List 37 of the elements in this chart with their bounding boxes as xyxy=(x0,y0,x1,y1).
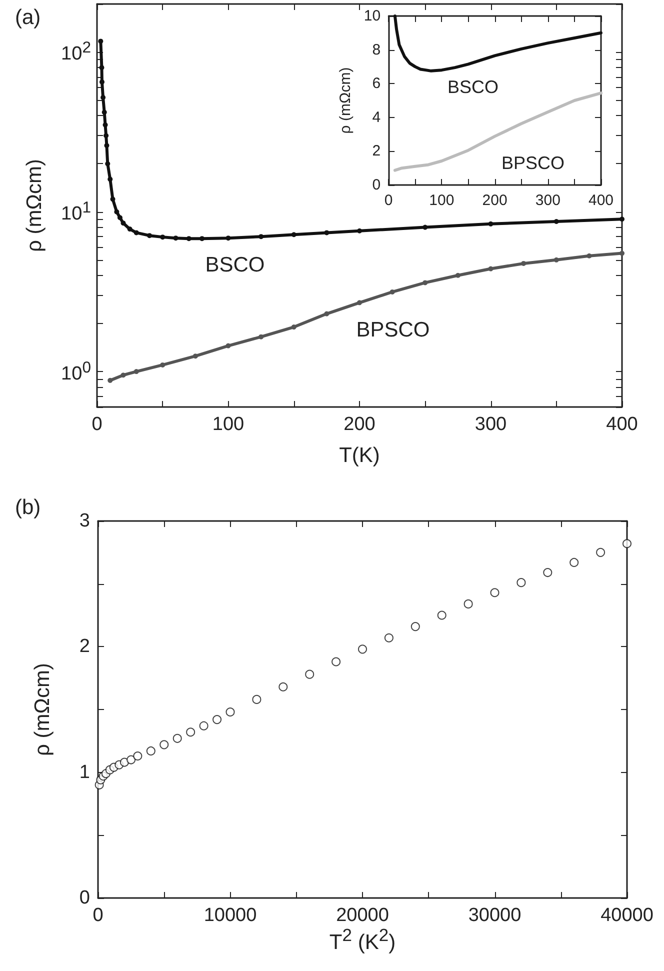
x-axis-title: T$^{2}$ (K$^{2}$) xyxy=(329,925,396,954)
y-tick-label: 6 xyxy=(372,75,381,92)
y-tick-label: 1 xyxy=(79,762,90,783)
x-tick-label: 40000 xyxy=(600,905,654,926)
y-axis-title: ρ (mΩcm) xyxy=(31,663,54,756)
y-tick-label: 2 xyxy=(79,636,90,658)
x-tick-label: 400 xyxy=(606,414,638,435)
x-tick-label: 300 xyxy=(474,414,507,435)
series-label: BSCO xyxy=(447,77,499,97)
y-tick-label: 0 xyxy=(79,888,90,908)
x-tick-label: 100 xyxy=(429,192,454,209)
series-label: BPSCO xyxy=(356,318,430,342)
x-tick-label: 100 xyxy=(212,414,244,435)
y-tick-label: 8 xyxy=(372,41,381,58)
series-label: BPSCO xyxy=(501,153,565,173)
y-axis-title: ρ (mΩcm) xyxy=(337,67,354,134)
x-tick-label: 30000 xyxy=(468,905,522,926)
x-tick-label: 300 xyxy=(535,192,560,209)
x-tick-label: 400 xyxy=(588,192,614,209)
y-axis-title: ρ (mΩcm) xyxy=(23,159,46,252)
y-tick-label: 10$^{0}$ xyxy=(61,358,91,384)
x-tick-label: 200 xyxy=(482,192,508,209)
chart-title: (b) xyxy=(15,496,41,519)
x-tick-label: 200 xyxy=(344,414,376,435)
x-tick-label: 10000 xyxy=(204,905,257,926)
y-tick-label: 10$^{1}$ xyxy=(61,199,91,224)
series-label: BSCO xyxy=(205,254,265,276)
y-tick-label: 4 xyxy=(372,108,381,126)
x-axis-title: T(K) xyxy=(339,444,380,467)
y-tick-label: 3 xyxy=(79,510,90,532)
y-tick-label: 2 xyxy=(372,142,381,160)
y-tick-label: 0 xyxy=(372,176,381,194)
y-tick-label: 10$^{2}$ xyxy=(61,39,91,65)
x-tick-label: 20000 xyxy=(336,905,389,926)
chart-title: (a) xyxy=(15,6,41,29)
x-tick-label: 0 xyxy=(384,192,393,209)
y-tick-label: 10 xyxy=(364,8,381,24)
